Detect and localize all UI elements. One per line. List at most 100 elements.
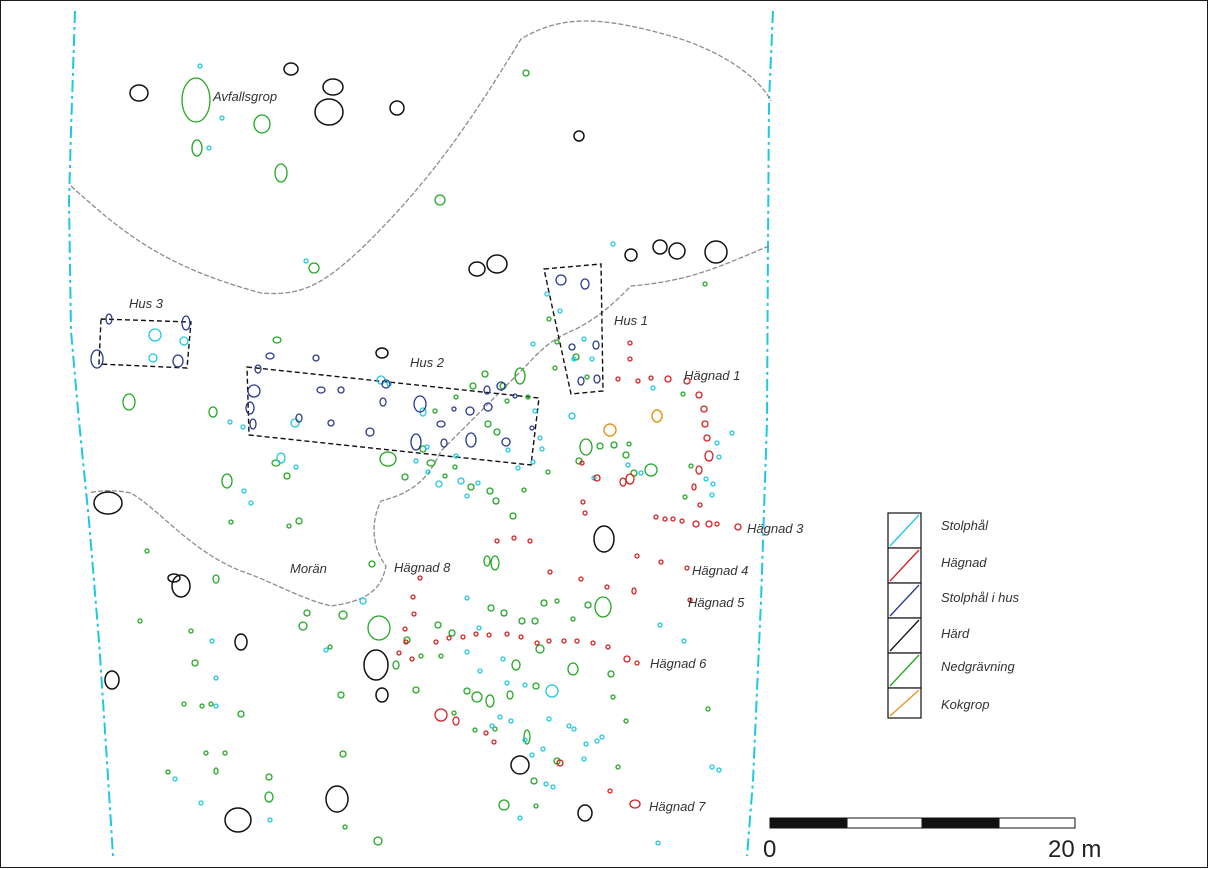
hard-feature bbox=[283, 62, 299, 76]
hagnad-feature bbox=[434, 708, 448, 722]
stolphal-i-hus-feature bbox=[465, 432, 477, 448]
nedgravning-feature bbox=[265, 773, 273, 781]
nedgravning-feature bbox=[339, 750, 347, 758]
scale-segment-1 bbox=[769, 817, 848, 829]
hagnad-feature bbox=[494, 538, 500, 544]
stolphal-i-hus-feature bbox=[295, 413, 303, 423]
kokgrop-feature bbox=[651, 409, 663, 423]
stolphal-feature bbox=[276, 452, 286, 464]
hard-feature bbox=[167, 573, 181, 583]
nedgravning-feature bbox=[567, 662, 579, 676]
nedgravning-feature bbox=[546, 316, 552, 322]
stolphal-i-hus-feature bbox=[580, 278, 590, 290]
stolphal-feature bbox=[657, 622, 663, 628]
nedgravning-feature bbox=[492, 726, 498, 732]
stolphal-feature bbox=[522, 737, 528, 743]
nedgravning-feature bbox=[286, 523, 292, 529]
stolphal-feature bbox=[497, 714, 503, 720]
legend-line-hagnad bbox=[889, 549, 920, 582]
label-hagnad5: Hägnad 5 bbox=[688, 595, 745, 610]
stolphal-feature bbox=[489, 723, 495, 729]
nedgravning-feature bbox=[525, 394, 531, 400]
hagnad-feature bbox=[670, 516, 676, 522]
hagnad-feature bbox=[623, 655, 631, 663]
nedgravning-feature bbox=[472, 727, 478, 733]
stolphal-feature bbox=[219, 115, 225, 121]
hagnad-feature bbox=[473, 631, 479, 637]
nedgravning-feature bbox=[545, 469, 551, 475]
nedgravning-feature bbox=[523, 729, 531, 745]
scale-segment-2 bbox=[846, 817, 923, 829]
stolphal-feature bbox=[638, 470, 644, 476]
stolphal-feature bbox=[571, 726, 577, 732]
hard-feature bbox=[363, 649, 389, 681]
hard-feature bbox=[325, 785, 349, 813]
nedgravning-feature bbox=[342, 824, 348, 830]
stolphal-feature bbox=[241, 488, 247, 494]
label-avfallsgrop: Avfallsgrop bbox=[213, 89, 278, 104]
hagnad-feature bbox=[695, 391, 703, 399]
hagnad-feature bbox=[534, 640, 540, 646]
stolphal-feature bbox=[583, 741, 589, 747]
stolphal-feature bbox=[589, 356, 595, 362]
stolphal-i-hus-feature bbox=[265, 352, 275, 360]
hagnad-feature bbox=[547, 569, 553, 575]
hagnad-feature bbox=[691, 483, 697, 491]
hagnad-feature bbox=[486, 632, 492, 638]
stolphal-i-hus-feature bbox=[593, 374, 601, 384]
nedgravning-feature bbox=[584, 374, 590, 380]
stolphal-i-hus-feature bbox=[90, 349, 104, 369]
nedgravning-feature bbox=[554, 598, 560, 604]
legend-line-stolphal bbox=[889, 514, 920, 547]
stolphal-feature bbox=[716, 767, 722, 773]
hard-feature bbox=[510, 755, 530, 775]
nedgravning-feature bbox=[522, 69, 530, 77]
nedgravning-feature bbox=[412, 686, 420, 694]
scale-label-start: 0 bbox=[763, 836, 777, 863]
hagnad-feature bbox=[410, 594, 416, 600]
label-hagnad3: Hägnad 3 bbox=[747, 521, 804, 536]
hagnad-feature bbox=[634, 553, 640, 559]
stolphal-feature bbox=[464, 493, 470, 499]
hagnad-feature bbox=[703, 434, 711, 442]
nedgravning-feature bbox=[467, 483, 475, 491]
nedgravning-feature bbox=[596, 442, 604, 450]
stolphal-feature bbox=[505, 447, 511, 453]
nedgravning-feature bbox=[191, 139, 203, 157]
hagnad-feature bbox=[605, 644, 611, 650]
nedgravning-feature bbox=[610, 441, 618, 449]
label-hagnad1: Hägnad 1 bbox=[684, 368, 741, 383]
nedgravning-feature bbox=[298, 621, 308, 631]
stolphal-feature bbox=[515, 465, 521, 471]
nedgravning-feature bbox=[401, 473, 409, 481]
nedgravning-feature bbox=[518, 617, 526, 625]
nedgravning-feature bbox=[623, 718, 629, 724]
nedgravning-feature bbox=[392, 660, 400, 670]
nedgravning-feature bbox=[403, 636, 411, 644]
stolphal-feature bbox=[508, 718, 514, 724]
nedgravning-feature bbox=[191, 659, 199, 667]
nedgravning-feature bbox=[483, 555, 491, 567]
hagnad-feature bbox=[403, 639, 409, 645]
nedgravning-feature bbox=[500, 609, 508, 617]
nedgravning-feature bbox=[530, 777, 538, 785]
label-hus3: Hus 3 bbox=[129, 296, 163, 311]
stolphal-feature bbox=[197, 63, 203, 69]
stolphal-feature bbox=[625, 462, 631, 468]
stolphal-feature bbox=[290, 418, 300, 428]
stolphal-i-hus-feature bbox=[483, 385, 491, 395]
stolphal-i-hus-feature bbox=[555, 274, 567, 286]
nedgravning-feature bbox=[368, 560, 376, 568]
nedgravning-feature bbox=[682, 494, 688, 500]
stolphal-i-hus-feature bbox=[592, 340, 600, 350]
scale-segment-4 bbox=[998, 817, 1076, 829]
nedgravning-feature bbox=[426, 459, 436, 467]
nedgravning-feature bbox=[644, 463, 658, 477]
stolphal-i-hus-feature bbox=[181, 315, 191, 331]
stolphal-i-hus-feature bbox=[501, 437, 511, 447]
nedgravning-feature bbox=[199, 703, 205, 709]
stolphal-i-hus-feature bbox=[440, 438, 448, 448]
nedgravning-feature bbox=[705, 706, 711, 712]
hagnad-feature bbox=[692, 520, 700, 528]
stolphal-i-hus-feature bbox=[254, 364, 262, 374]
